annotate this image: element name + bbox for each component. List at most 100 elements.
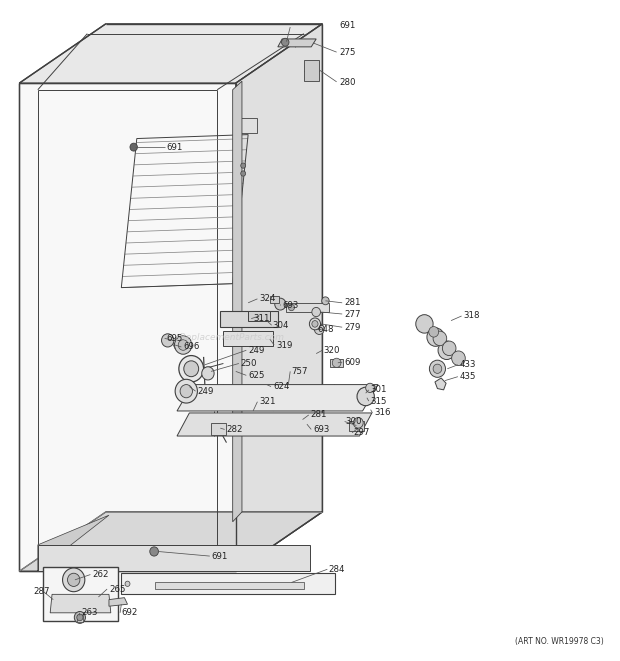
Text: 691: 691: [167, 143, 183, 151]
Polygon shape: [50, 594, 111, 613]
Text: 297: 297: [353, 428, 370, 437]
Text: 301: 301: [371, 385, 387, 395]
Circle shape: [275, 298, 286, 310]
Circle shape: [314, 324, 324, 334]
Circle shape: [175, 379, 197, 403]
Bar: [349, 421, 365, 431]
Text: 304: 304: [273, 321, 290, 330]
Bar: [270, 296, 279, 303]
Polygon shape: [19, 512, 322, 571]
Text: 311: 311: [253, 314, 270, 323]
Text: 315: 315: [371, 397, 387, 406]
Polygon shape: [435, 378, 446, 390]
Circle shape: [180, 385, 192, 398]
Polygon shape: [304, 60, 319, 81]
Text: 277: 277: [344, 309, 360, 319]
Text: 696: 696: [183, 342, 200, 352]
Bar: [239, 118, 257, 133]
Text: 321: 321: [259, 397, 276, 407]
Circle shape: [162, 334, 174, 347]
Circle shape: [281, 38, 289, 46]
Text: 625: 625: [248, 371, 265, 380]
Circle shape: [130, 143, 138, 151]
Circle shape: [438, 341, 455, 360]
Circle shape: [309, 318, 321, 330]
Polygon shape: [19, 83, 236, 571]
Text: 693: 693: [313, 425, 329, 434]
Text: 316: 316: [374, 408, 391, 418]
Circle shape: [332, 358, 341, 368]
Circle shape: [433, 364, 442, 373]
Circle shape: [63, 568, 85, 592]
Text: 319: 319: [276, 340, 293, 350]
Circle shape: [429, 327, 439, 337]
Text: 275: 275: [340, 48, 356, 57]
Polygon shape: [232, 81, 242, 522]
Polygon shape: [156, 582, 304, 589]
Text: 300: 300: [346, 417, 362, 426]
Text: 249: 249: [248, 346, 265, 355]
Text: (ART NO. WR19978 C3): (ART NO. WR19978 C3): [515, 637, 604, 646]
Circle shape: [74, 611, 86, 623]
Bar: [77, 615, 83, 622]
Circle shape: [433, 331, 447, 346]
Text: 249: 249: [197, 387, 214, 396]
Circle shape: [150, 547, 159, 556]
Polygon shape: [122, 573, 335, 594]
Text: 695: 695: [167, 334, 183, 343]
Text: 648: 648: [317, 325, 334, 334]
Bar: [43, 566, 118, 621]
Circle shape: [366, 383, 374, 393]
Text: 284: 284: [329, 564, 345, 574]
Circle shape: [202, 367, 214, 380]
Text: 263: 263: [81, 608, 97, 617]
Text: 320: 320: [324, 346, 340, 355]
Polygon shape: [248, 311, 270, 321]
Circle shape: [322, 297, 329, 305]
Text: 318: 318: [463, 311, 480, 321]
Polygon shape: [109, 598, 128, 606]
Text: 757: 757: [291, 367, 308, 376]
Polygon shape: [223, 330, 273, 346]
Text: 287: 287: [33, 586, 50, 596]
Circle shape: [427, 328, 445, 346]
Circle shape: [430, 360, 446, 377]
Text: 282: 282: [226, 425, 243, 434]
Polygon shape: [19, 24, 322, 83]
Circle shape: [68, 573, 80, 586]
Circle shape: [312, 321, 318, 327]
Circle shape: [241, 171, 246, 176]
Text: 281: 281: [310, 410, 327, 420]
Bar: [330, 359, 343, 367]
Circle shape: [241, 163, 246, 169]
Circle shape: [357, 387, 374, 406]
Polygon shape: [278, 39, 316, 47]
Text: 692: 692: [122, 608, 138, 617]
Text: 691: 691: [340, 20, 356, 30]
Text: 281: 281: [344, 298, 360, 307]
Text: 265: 265: [109, 584, 125, 594]
Circle shape: [288, 304, 294, 311]
Circle shape: [312, 307, 321, 317]
Polygon shape: [220, 311, 278, 327]
Circle shape: [179, 356, 203, 382]
Text: 280: 280: [340, 78, 356, 87]
Circle shape: [184, 361, 198, 377]
Text: 693: 693: [282, 301, 299, 310]
Polygon shape: [236, 24, 322, 571]
Circle shape: [174, 336, 192, 354]
Circle shape: [77, 614, 83, 621]
Polygon shape: [37, 515, 109, 571]
Text: 609: 609: [344, 358, 360, 367]
Polygon shape: [38, 545, 310, 571]
Text: 279: 279: [344, 323, 360, 332]
Text: 435: 435: [459, 372, 476, 381]
Circle shape: [451, 351, 465, 366]
Polygon shape: [172, 344, 183, 349]
Bar: [211, 423, 226, 435]
Text: 624: 624: [273, 382, 290, 391]
Text: 262: 262: [92, 570, 108, 579]
Polygon shape: [286, 303, 329, 312]
Polygon shape: [177, 385, 378, 411]
Text: eReplacementParts.com: eReplacementParts.com: [175, 332, 285, 342]
